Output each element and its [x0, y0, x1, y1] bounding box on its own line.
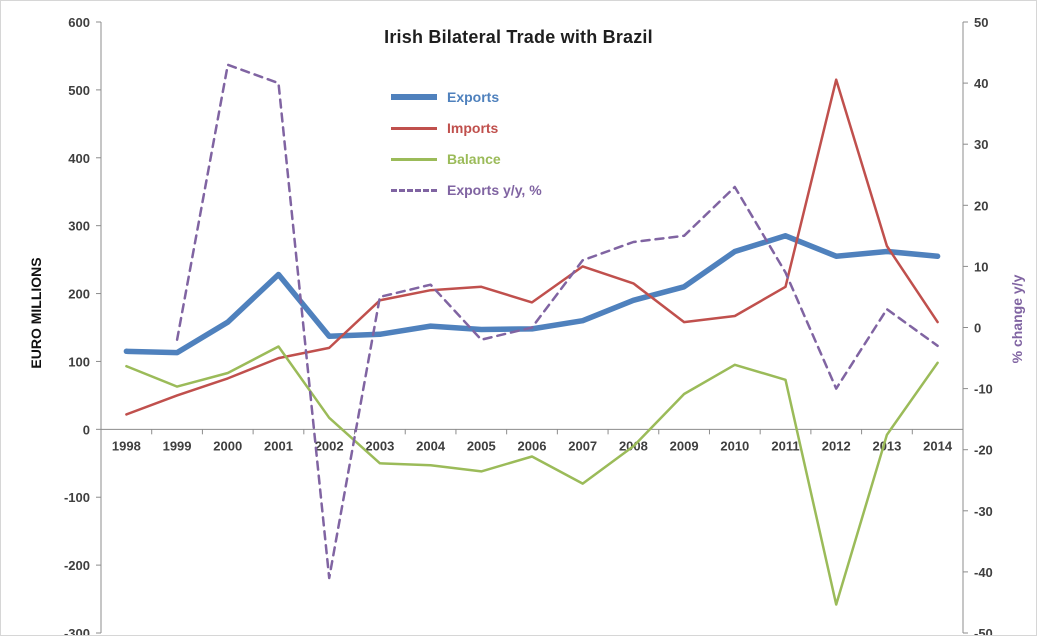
series-line-exports [123, 233, 941, 356]
x-axis-tick-label: 2007 [568, 438, 597, 453]
left-axis-tick-label: -200 [64, 558, 90, 573]
x-axis-tick-label: 2009 [670, 438, 699, 453]
x-axis-tick-label: 2000 [213, 438, 242, 453]
x-axis-tick-label: 2003 [365, 438, 394, 453]
legend-line-exports-yoy-sample [391, 188, 437, 192]
x-axis-tick-label: 2011 [771, 438, 799, 453]
legend-label-exports-yoy: Exports y/y, % [447, 182, 542, 198]
right-axis-tick-label: -40 [974, 565, 993, 580]
x-axis-tick-label: 2012 [822, 438, 851, 453]
x-axis-tick-label: 2014 [923, 438, 953, 453]
x-axis-tick-label: 1998 [112, 438, 141, 453]
series-line-balance [125, 345, 939, 606]
left-axis-tick-label: 400 [68, 151, 90, 166]
right-axis-tick-label: 10 [974, 259, 988, 274]
axes: -300-200-1000100200300400500600-50-40-30… [64, 15, 993, 636]
series-line-exports-y-y [175, 63, 939, 580]
legend: Exports Imports Balance Exports y/y, % [391, 89, 542, 198]
right-axis-tick-label: 20 [974, 198, 988, 213]
legend-label-balance: Balance [447, 151, 501, 167]
left-axis-tick-label: 0 [83, 422, 90, 437]
x-axis-tick-label: 2010 [720, 438, 749, 453]
right-axis-tick-label: 50 [974, 15, 988, 30]
x-axis-tick-label: 2004 [416, 438, 446, 453]
chart-title: Irish Bilateral Trade with Brazil [384, 27, 653, 47]
right-axis-tick-label: -50 [974, 626, 993, 636]
right-axis-tick-label: 0 [974, 321, 981, 336]
left-axis-tick-label: 300 [68, 219, 90, 234]
legend-line-balance-sample [391, 157, 437, 161]
left-axis-tick-label: 600 [68, 15, 90, 30]
legend-item-exports: Exports [391, 89, 542, 105]
x-axis-tick-label: 2013 [872, 438, 901, 453]
legend-item-balance: Balance [391, 151, 542, 167]
right-axis-tick-label: 30 [974, 137, 988, 152]
legend-item-exports-yoy: Exports y/y, % [391, 182, 542, 198]
legend-item-imports: Imports [391, 120, 542, 136]
left-axis-tick-label: 100 [68, 354, 90, 369]
left-axis-tick-label: -100 [64, 490, 90, 505]
legend-label-imports: Imports [447, 120, 499, 136]
right-axis-tick-label: 40 [974, 76, 988, 91]
legend-line-exports-sample [391, 94, 437, 100]
x-axis-tick-label: 2001 [264, 438, 293, 453]
series-line-imports [125, 78, 939, 416]
x-axis-tick-label: 2005 [467, 438, 496, 453]
x-axis-tick-label: 2002 [315, 438, 344, 453]
right-axis-tick-label: -10 [974, 382, 993, 397]
legend-line-imports-sample [391, 126, 437, 130]
left-axis-tick-label: 200 [68, 287, 90, 302]
legend-label-exports: Exports [447, 89, 500, 105]
right-axis-tick-label: -30 [974, 504, 993, 519]
x-axis-tick-label: 1999 [163, 438, 192, 453]
left-axis-tick-label: -300 [64, 626, 90, 636]
left-axis-tick-label: 500 [68, 83, 90, 98]
right-axis-tick-label: -20 [974, 443, 993, 458]
x-axis-tick-label: 2006 [518, 438, 547, 453]
